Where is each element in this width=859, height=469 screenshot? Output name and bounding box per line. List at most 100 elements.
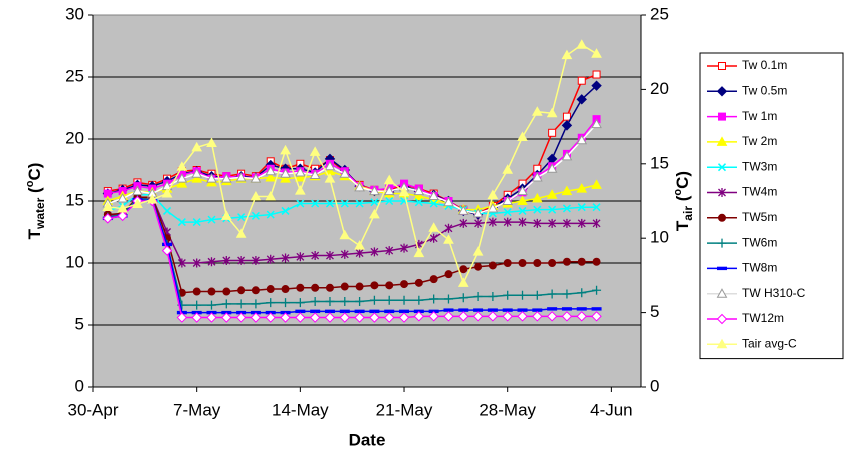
marker-part <box>117 202 128 213</box>
marker-part <box>250 191 262 201</box>
marker-part <box>414 278 423 287</box>
y-title-sub: water <box>33 197 47 230</box>
marker <box>474 218 483 228</box>
marker <box>251 211 260 220</box>
marker <box>191 168 203 178</box>
marker <box>488 261 497 270</box>
marker-part <box>251 299 261 309</box>
marker <box>177 218 186 227</box>
marker-part <box>473 291 483 301</box>
y2-axis-title: Tair (oC) <box>672 171 695 231</box>
marker <box>222 256 231 266</box>
marker <box>443 311 454 322</box>
marker-part <box>355 282 364 291</box>
marker-part <box>429 275 438 284</box>
marker-part <box>561 185 573 196</box>
marker-part <box>280 312 291 323</box>
marker-part <box>206 173 217 183</box>
marker-part <box>547 289 557 299</box>
marker-part <box>222 287 231 296</box>
y2-title-sup: o <box>672 189 684 196</box>
marker-part <box>503 259 512 267</box>
legend-label: TW8m <box>742 261 777 275</box>
marker <box>474 262 483 271</box>
marker-part <box>280 168 291 178</box>
marker-part <box>562 289 572 299</box>
marker <box>576 307 587 311</box>
marker-part <box>413 190 425 201</box>
marker-part <box>369 312 380 323</box>
marker-part <box>117 193 128 203</box>
marker-part <box>503 208 512 217</box>
marker-part <box>429 233 438 243</box>
marker <box>309 146 321 156</box>
marker-part <box>547 307 558 311</box>
marker <box>517 131 528 142</box>
marker-part <box>400 243 408 253</box>
marker <box>192 300 202 310</box>
marker-part <box>191 168 203 178</box>
marker <box>265 312 276 323</box>
marker <box>592 70 601 79</box>
y-title-sup: o <box>24 180 36 187</box>
marker <box>533 218 542 228</box>
marker <box>502 164 514 174</box>
marker <box>117 202 128 213</box>
marker-part <box>517 131 528 142</box>
marker <box>281 298 291 308</box>
marker <box>265 171 277 182</box>
marker <box>340 249 349 259</box>
marker-part <box>531 106 543 116</box>
marker <box>591 311 602 322</box>
marker-part <box>716 136 728 146</box>
marker-part <box>385 196 394 206</box>
series-line <box>107 200 597 319</box>
marker-part <box>339 309 350 314</box>
marker-part <box>355 296 365 306</box>
marker <box>340 282 349 291</box>
marker-part <box>716 313 728 325</box>
marker <box>311 283 320 292</box>
marker-part <box>532 311 543 322</box>
marker <box>355 296 365 306</box>
marker <box>325 199 335 208</box>
marker <box>518 206 527 215</box>
legend-label: TW H310-C <box>742 286 806 300</box>
marker <box>533 205 542 214</box>
marker-part <box>326 251 334 261</box>
marker-part <box>717 163 727 172</box>
marker-part <box>718 62 726 70</box>
marker <box>161 188 173 198</box>
marker-part <box>220 173 232 183</box>
marker-part <box>546 163 558 173</box>
legend-label: TW3m <box>742 159 777 173</box>
marker <box>458 293 468 303</box>
marker <box>716 338 728 349</box>
marker <box>385 196 394 206</box>
marker <box>192 287 201 296</box>
marker <box>591 118 602 129</box>
marker-part <box>177 218 186 227</box>
marker-part <box>533 218 542 228</box>
marker <box>206 137 217 147</box>
marker-part <box>384 295 394 305</box>
marker <box>191 173 203 183</box>
marker-part <box>444 223 453 233</box>
marker-part <box>250 312 262 323</box>
marker <box>591 179 602 189</box>
marker <box>576 134 588 145</box>
marker-part <box>717 266 727 271</box>
marker <box>576 39 588 49</box>
marker-part <box>428 190 440 201</box>
marker-part <box>176 173 188 183</box>
marker-part <box>472 311 484 322</box>
marker-part <box>576 307 587 311</box>
marker <box>265 191 277 201</box>
marker <box>414 198 423 207</box>
marker-part <box>281 285 290 294</box>
marker-part <box>718 213 726 222</box>
marker <box>562 257 571 266</box>
marker <box>325 283 334 292</box>
marker-part <box>591 311 602 322</box>
marker-part <box>191 141 203 152</box>
